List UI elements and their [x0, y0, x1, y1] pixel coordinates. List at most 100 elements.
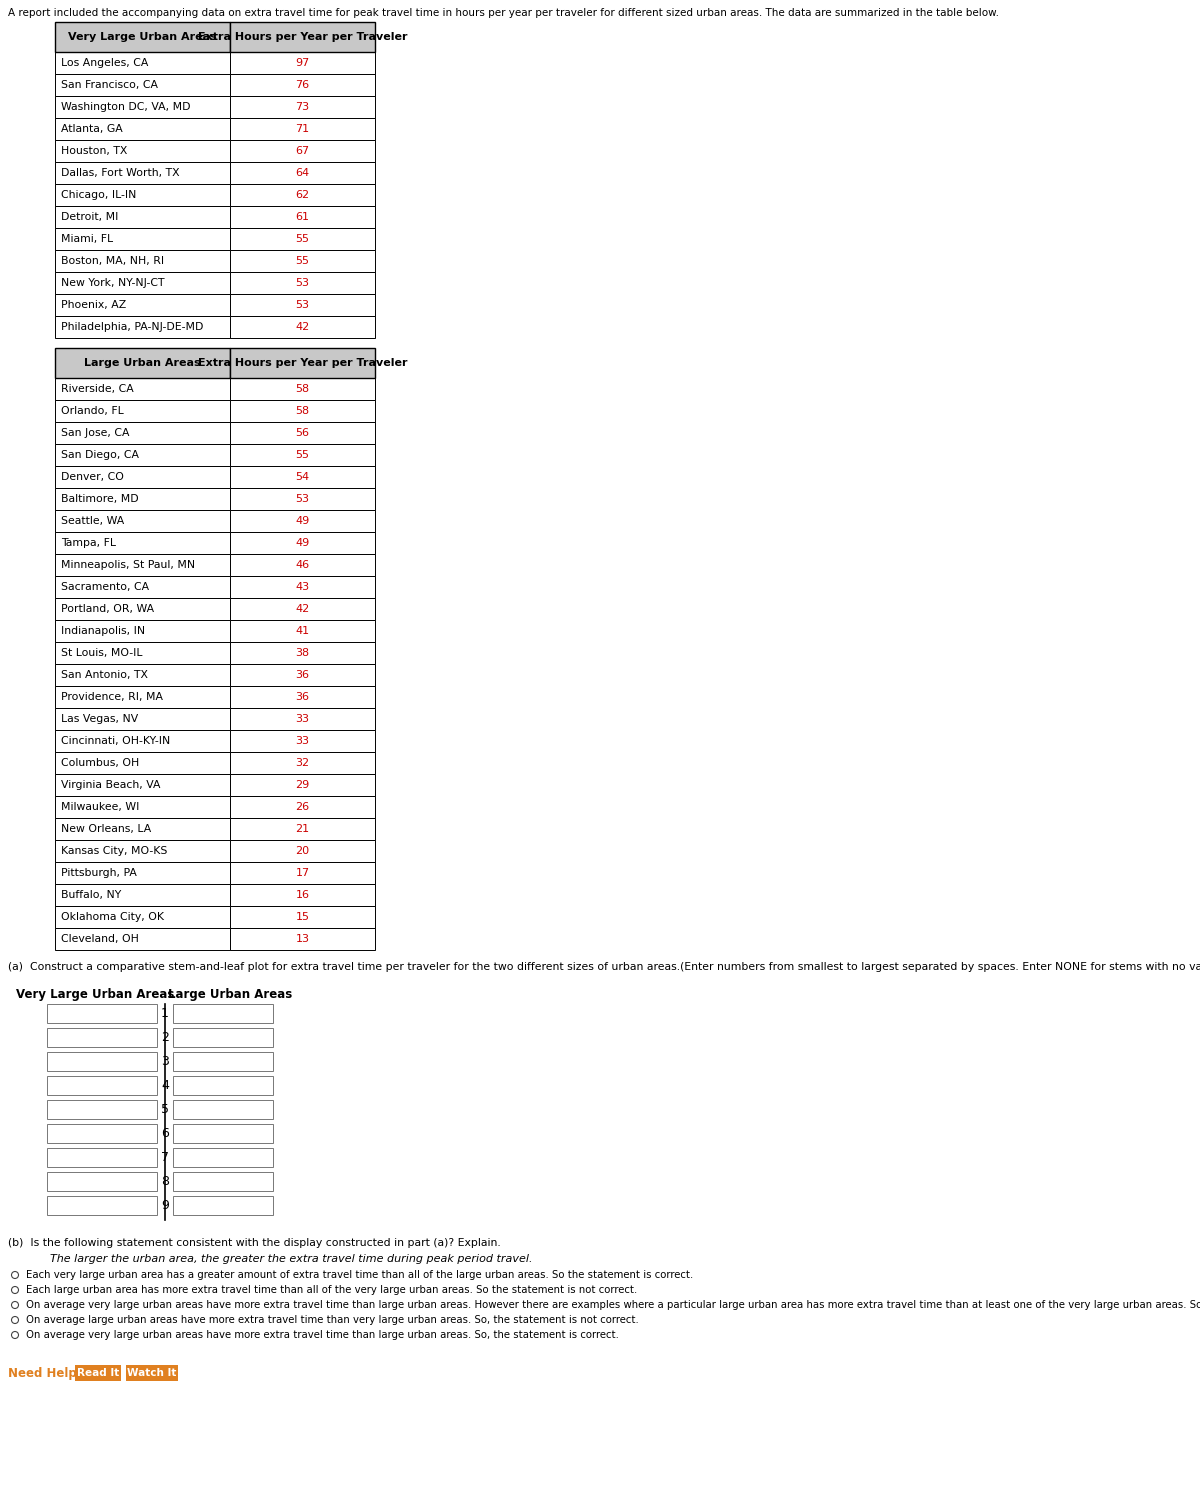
Text: 53: 53 [295, 495, 310, 503]
Bar [55, 509, 230, 532]
Bar [55, 249, 230, 272]
Text: Detroit, MI: Detroit, MI [61, 212, 119, 221]
Text: 41: 41 [295, 627, 310, 636]
Text: San Jose, CA: San Jose, CA [61, 428, 130, 438]
Text: Sacramento, CA: Sacramento, CA [61, 582, 149, 593]
Bar [230, 229, 374, 249]
Text: Cincinnati, OH-KY-IN: Cincinnati, OH-KY-IN [61, 737, 170, 745]
Bar [55, 22, 230, 52]
Bar [55, 731, 230, 751]
Bar [47, 1077, 157, 1094]
Bar [230, 642, 374, 664]
Text: 58: 58 [295, 405, 310, 416]
Text: 61: 61 [295, 212, 310, 221]
Text: 17: 17 [295, 869, 310, 878]
Text: Las Vegas, NV: Las Vegas, NV [61, 714, 138, 725]
Text: Atlanta, GA: Atlanta, GA [61, 125, 122, 134]
Text: Philadelphia, PA-NJ-DE-MD: Philadelphia, PA-NJ-DE-MD [61, 322, 203, 333]
Text: 38: 38 [295, 647, 310, 658]
Text: 73: 73 [295, 102, 310, 111]
Text: Kansas City, MO-KS: Kansas City, MO-KS [61, 846, 167, 855]
Text: Seattle, WA: Seattle, WA [61, 515, 125, 526]
Text: 55: 55 [295, 255, 310, 266]
Bar [230, 861, 374, 884]
Bar [47, 1148, 157, 1167]
Bar [173, 1028, 274, 1047]
Text: 21: 21 [295, 824, 310, 835]
Text: 54: 54 [295, 472, 310, 483]
Text: 43: 43 [295, 582, 310, 593]
Bar [230, 117, 374, 140]
Text: Extra Hours per Year per Traveler: Extra Hours per Year per Traveler [198, 358, 407, 368]
Bar [230, 466, 374, 489]
Bar [230, 841, 374, 861]
Bar [55, 74, 230, 97]
Bar [230, 532, 374, 554]
Bar [230, 22, 374, 52]
Text: San Antonio, TX: San Antonio, TX [61, 670, 148, 680]
Bar [55, 664, 230, 686]
Bar [55, 399, 230, 422]
Text: 76: 76 [295, 80, 310, 91]
Bar [230, 206, 374, 229]
Bar [230, 576, 374, 598]
Bar [55, 466, 230, 489]
Bar [47, 1195, 157, 1215]
Text: 58: 58 [295, 385, 310, 394]
Text: Watch It: Watch It [127, 1368, 176, 1378]
Bar [55, 841, 230, 861]
Text: 29: 29 [295, 780, 310, 790]
Text: New York, NY-NJ-CT: New York, NY-NJ-CT [61, 278, 164, 288]
Text: Each large urban area has more extra travel time than all of the very large urba: Each large urban area has more extra tra… [26, 1285, 637, 1295]
Text: San Diego, CA: San Diego, CA [61, 450, 139, 460]
Text: On average very large urban areas have more extra travel time than large urban a: On average very large urban areas have m… [26, 1299, 1200, 1310]
Circle shape [12, 1301, 18, 1308]
Bar [230, 162, 374, 184]
Bar [173, 1004, 274, 1023]
Text: 56: 56 [295, 428, 310, 438]
Bar [230, 818, 374, 841]
Bar [47, 1028, 157, 1047]
Text: New Orleans, LA: New Orleans, LA [61, 824, 151, 835]
Text: Chicago, IL-IN: Chicago, IL-IN [61, 190, 137, 200]
Bar [126, 1365, 178, 1381]
Text: 32: 32 [295, 757, 310, 768]
Text: Large Urban Areas: Large Urban Areas [168, 988, 292, 1001]
Bar [55, 444, 230, 466]
Text: 8: 8 [161, 1175, 169, 1188]
Text: Extra Hours per Year per Traveler: Extra Hours per Year per Traveler [198, 33, 407, 42]
Bar [55, 206, 230, 229]
Circle shape [12, 1286, 18, 1293]
Text: 1: 1 [161, 1007, 169, 1020]
Bar [55, 316, 230, 339]
Text: St Louis, MO-IL: St Louis, MO-IL [61, 647, 143, 658]
Bar [55, 97, 230, 117]
Bar [230, 621, 374, 642]
Bar [55, 796, 230, 818]
Text: Buffalo, NY: Buffalo, NY [61, 890, 121, 900]
Text: Phoenix, AZ: Phoenix, AZ [61, 300, 126, 310]
Circle shape [12, 1332, 18, 1338]
Text: 53: 53 [295, 278, 310, 288]
Text: A report included the accompanying data on extra travel time for peak travel tim: A report included the accompanying data … [8, 7, 998, 18]
Circle shape [12, 1271, 18, 1279]
Bar [230, 272, 374, 294]
Bar [55, 598, 230, 621]
Text: Los Angeles, CA: Los Angeles, CA [61, 58, 149, 68]
Text: Virginia Beach, VA: Virginia Beach, VA [61, 780, 161, 790]
Bar [173, 1172, 274, 1191]
Bar [55, 906, 230, 928]
Bar [55, 818, 230, 841]
Bar [230, 774, 374, 796]
Bar [55, 774, 230, 796]
Bar [173, 1100, 274, 1120]
Text: Indianapolis, IN: Indianapolis, IN [61, 627, 145, 636]
Bar [230, 686, 374, 708]
Bar [55, 928, 230, 950]
Text: 26: 26 [295, 802, 310, 812]
Bar [230, 97, 374, 117]
Bar [55, 708, 230, 731]
Text: Columbus, OH: Columbus, OH [61, 757, 139, 768]
Bar [230, 884, 374, 906]
Bar [173, 1077, 274, 1094]
